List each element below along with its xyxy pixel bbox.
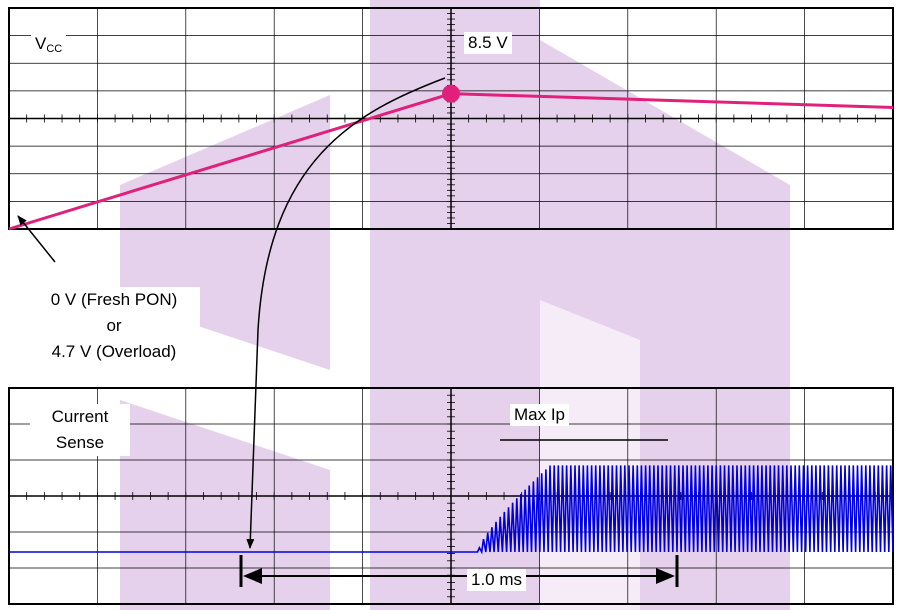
duration-label: 1.0 ms xyxy=(467,569,527,591)
current-label-line1: Current xyxy=(51,407,109,426)
current-sense-panel xyxy=(8,387,894,605)
vcc-peak-label: 8.5 V xyxy=(464,32,512,54)
start-label-line2: or xyxy=(106,316,122,335)
vcc-label: VCC xyxy=(31,33,67,60)
link-arrow xyxy=(246,77,446,549)
current-sense-label: Current Sense xyxy=(30,404,130,456)
max-ip-label: Max Ip xyxy=(510,404,570,426)
start-label-line1: 0 V (Fresh PON) xyxy=(50,290,178,309)
vcc-label-subscript: CC xyxy=(46,43,63,55)
current-label-line2: Sense xyxy=(55,433,105,452)
start-arrow xyxy=(17,215,56,263)
vcc-label-main: V xyxy=(35,34,47,53)
duration-dimension xyxy=(239,555,679,587)
start-voltage-label: 0 V (Fresh PON) or 4.7 V (Overload) xyxy=(28,287,200,365)
vcc-peak-marker xyxy=(442,84,460,103)
start-label-line3: 4.7 V (Overload) xyxy=(51,342,177,361)
current-sense-trace xyxy=(9,465,894,555)
